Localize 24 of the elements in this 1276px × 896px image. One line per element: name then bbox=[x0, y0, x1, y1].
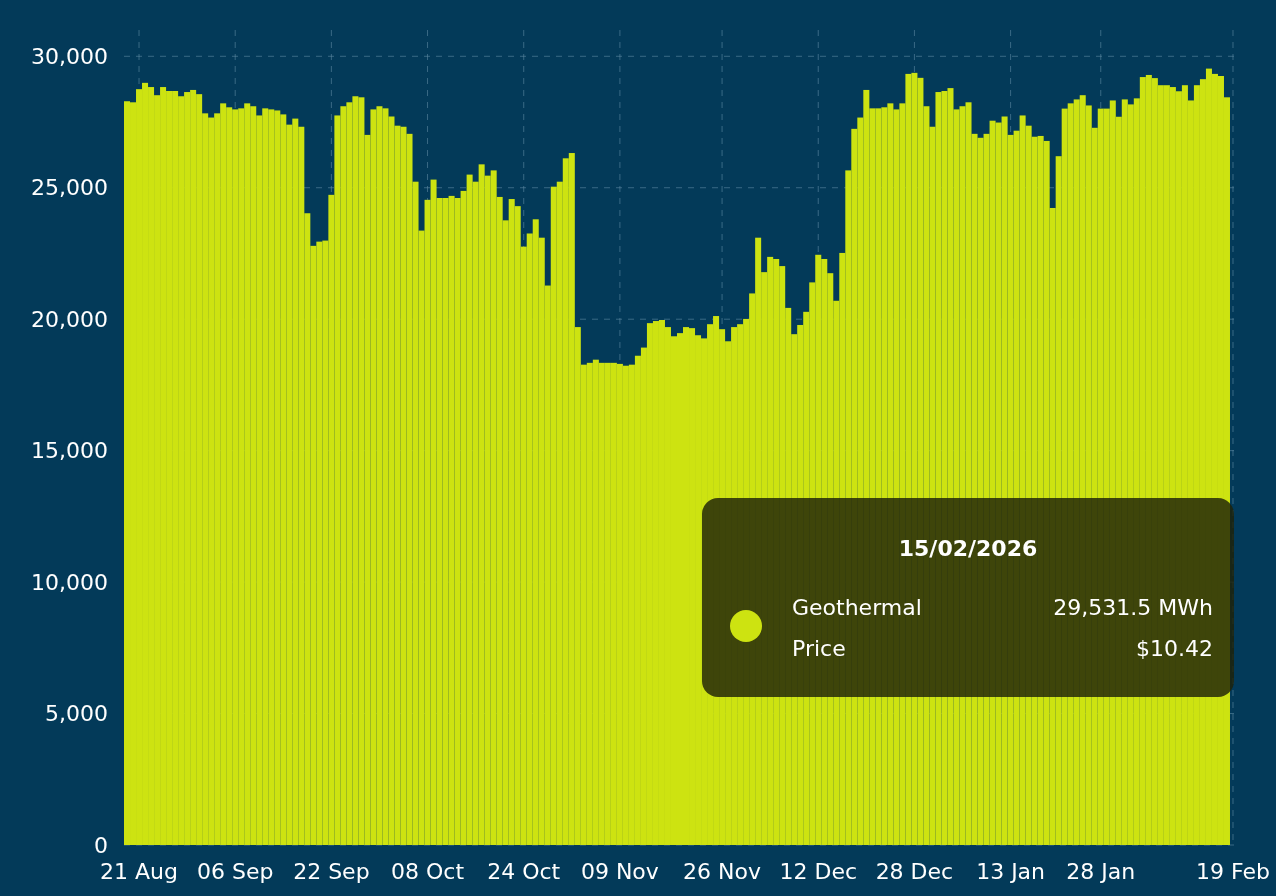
annotation: $10.42 bbox=[1136, 636, 1213, 661]
x-tick-label: 19 Feb bbox=[1196, 859, 1270, 884]
y-tick-label: 15,000 bbox=[31, 438, 108, 464]
y-tick-label: 5,000 bbox=[45, 701, 108, 727]
y-tick-label: 25,000 bbox=[31, 175, 108, 201]
series-label: Geothermal bbox=[792, 595, 922, 620]
x-tick-label: 12 Dec bbox=[779, 859, 858, 884]
x-tick-label: 28 Jan bbox=[1066, 859, 1136, 884]
x-tick-label: 08 Oct bbox=[391, 859, 465, 884]
annotation: 29,531.5 MWh bbox=[1053, 595, 1213, 620]
x-tick-label: 06 Sep bbox=[196, 859, 274, 884]
x-tick-label: 24 Oct bbox=[487, 859, 561, 884]
x-tick-label: 13 Jan bbox=[976, 859, 1046, 884]
y-tick-label: 0 bbox=[94, 832, 108, 858]
x-tick-label: 26 Nov bbox=[683, 859, 762, 884]
y-tick-label: 10,000 bbox=[31, 569, 108, 595]
x-tick-label: 21 Aug bbox=[100, 859, 178, 884]
annotation: 15/02/2026 bbox=[898, 536, 1038, 561]
y-tick-label: 20,000 bbox=[31, 306, 108, 332]
y-tick-label: 30,000 bbox=[31, 43, 108, 69]
x-tick-label: 28 Dec bbox=[875, 859, 954, 884]
x-tick-label: 22 Sep bbox=[293, 859, 370, 884]
x-tick-label: 09 Nov bbox=[580, 859, 659, 884]
annotation: Price bbox=[792, 636, 846, 661]
